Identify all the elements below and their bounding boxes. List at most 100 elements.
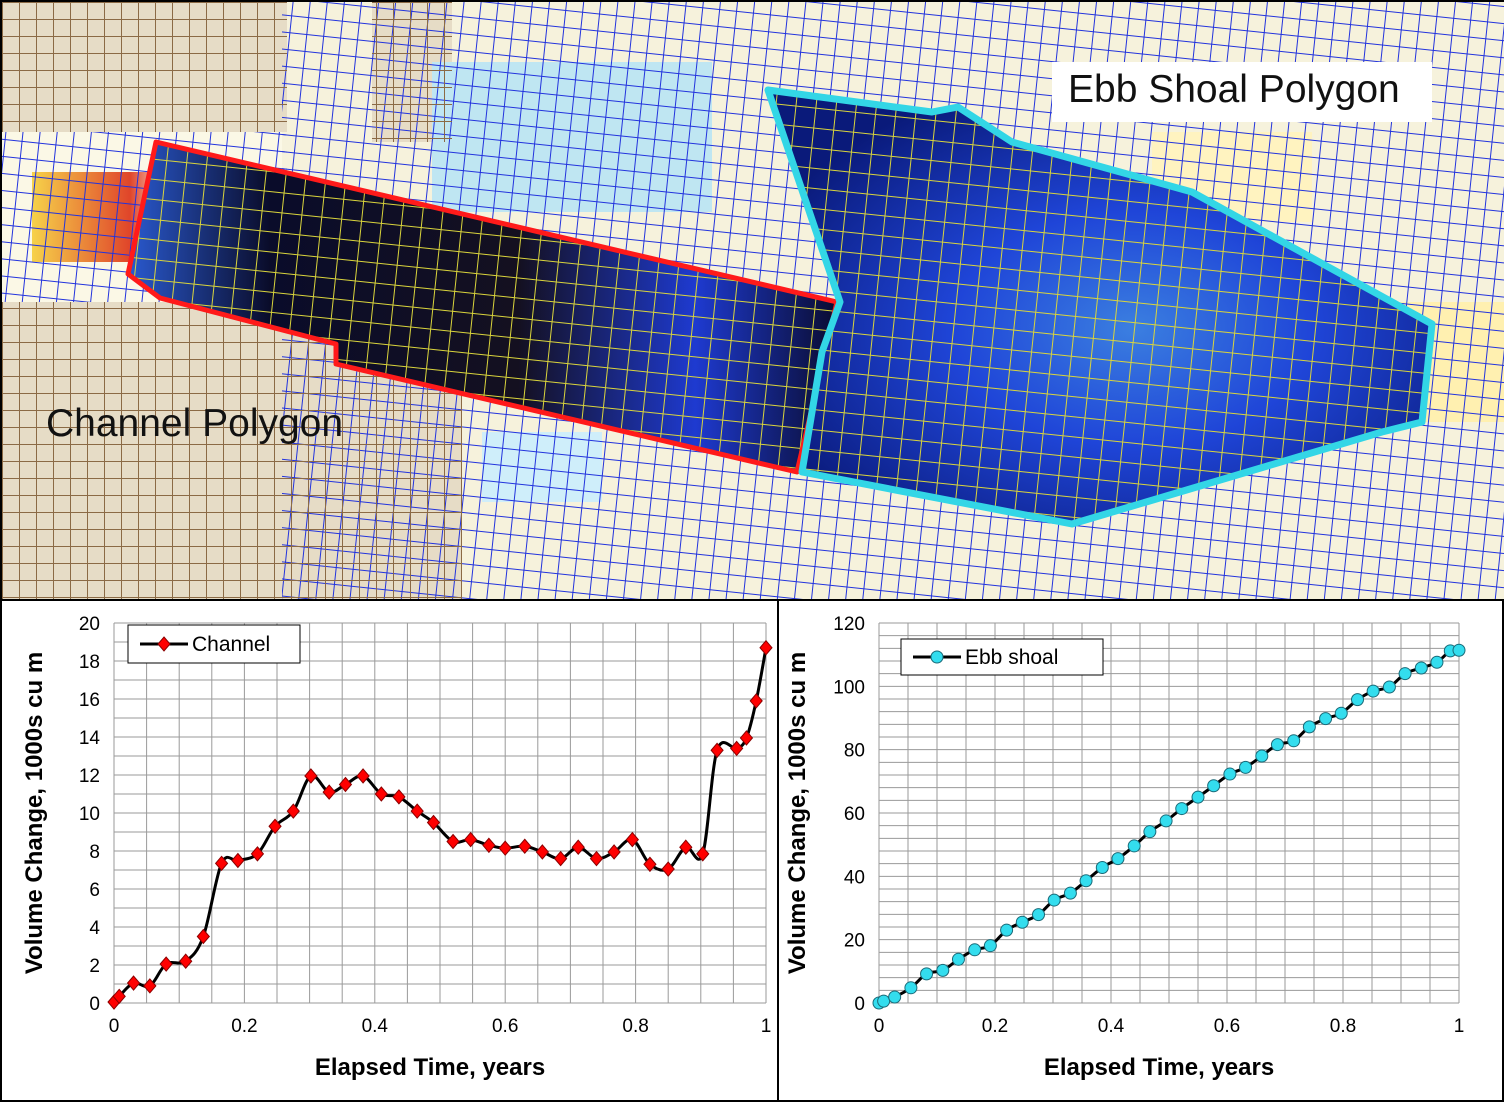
channel-data-point xyxy=(143,978,157,994)
channel-data-point xyxy=(231,852,245,869)
y-tick-label: 40 xyxy=(844,867,865,888)
ebb-shoal-data-point xyxy=(1191,790,1205,804)
x-tick-label: 0.6 xyxy=(1214,1016,1240,1037)
ebb-shoal-data-point xyxy=(1351,693,1364,707)
x-tick-label: 0.2 xyxy=(982,1016,1008,1037)
channel-data-point xyxy=(625,831,639,848)
y-tick-label: 12 xyxy=(79,766,100,787)
channel-chart-panel: 0 0.2 0.4 0.6 0.8 1 0 2 4 6 8 10 12 14 16 18 20 Elapsed T… xyxy=(0,599,779,1102)
ebb-shoal-data-point xyxy=(1175,802,1189,816)
y-axis-title: Volume Change, 1000s cu m xyxy=(21,652,48,974)
ebb-shoal-data-point xyxy=(1452,643,1466,657)
ebb-shoal-data-point xyxy=(1127,839,1141,853)
ebb-shoal-data-point xyxy=(1382,680,1396,694)
channel-data-point xyxy=(739,730,754,746)
ebb-shoal-data-point xyxy=(936,963,950,977)
channel-data-point xyxy=(710,742,724,759)
x-tick-label: 1 xyxy=(1454,1016,1465,1037)
ebb-shoal-legend-label: Ebb shoal xyxy=(965,646,1058,669)
channel-data-point xyxy=(749,693,763,709)
ebb-shoal-data-point xyxy=(968,943,982,957)
channel-data-point xyxy=(286,803,300,819)
y-tick-label: 16 xyxy=(79,690,100,711)
ebb-shoal-data-point xyxy=(1366,684,1380,698)
channel-data-point xyxy=(482,837,496,854)
x-tick-label: 0.4 xyxy=(362,1016,389,1037)
ebb-shoal-polygon-outline xyxy=(764,86,1436,528)
ebb-shoal-legend-marker xyxy=(930,650,944,664)
channel-data-point xyxy=(661,861,675,877)
channel-legend-box xyxy=(127,624,301,664)
plot-grid xyxy=(113,622,767,1004)
ebb-shoal-data-point xyxy=(904,981,918,995)
channel-data-point xyxy=(179,953,193,969)
ebb-shoal-data-point xyxy=(951,952,965,966)
ebb-shoal-data-point xyxy=(1063,886,1077,900)
channel-data-point xyxy=(426,814,441,831)
channel-data-point xyxy=(607,844,621,860)
ebb-shoal-data-point xyxy=(1143,825,1157,839)
ebb-shoal-data-point xyxy=(1414,661,1428,675)
channel-data-point xyxy=(126,975,141,991)
y-tick-label: 120 xyxy=(833,614,865,635)
ebb-shoal-data-point xyxy=(1000,923,1014,937)
ebb-shoal-data-point xyxy=(1334,706,1348,720)
ebb-shoal-data-point xyxy=(1032,908,1045,922)
ebb-shoal-data-point xyxy=(877,994,891,1008)
channel-data-point xyxy=(498,840,512,856)
ebb-shoal-data-point xyxy=(1398,667,1412,681)
ebb-shoal-data-point xyxy=(1223,767,1237,781)
ebb-shoal-data-point xyxy=(1430,655,1444,669)
y-tick-label: 80 xyxy=(844,741,865,762)
x-tick-label: 0.2 xyxy=(231,1016,257,1037)
ebb-shoal-data-point xyxy=(1207,779,1221,793)
y-tick-label: 4 xyxy=(89,918,100,939)
channel-data-point xyxy=(696,846,710,862)
x-tick-label: 0 xyxy=(109,1016,120,1037)
channel-data-point xyxy=(589,850,604,867)
ebb-shoal-data-point xyxy=(1079,874,1093,888)
ebb-shoal-data-point xyxy=(1319,712,1333,726)
y-tick-label: 2 xyxy=(89,956,100,977)
channel-legend-marker xyxy=(157,636,171,652)
y-tick-label: 100 xyxy=(833,677,865,698)
x-tick-label: 0.4 xyxy=(1098,1016,1125,1037)
channel-data-point xyxy=(159,956,173,972)
ebb-shoal-polygon-label: Ebb Shoal Polygon xyxy=(1052,62,1432,122)
channel-data-point xyxy=(392,789,406,805)
ebb-shoal-chart-panel: 0 0.2 0.4 0.6 0.8 1 0 20 40 60 80 100 120 Elapsed Tim… xyxy=(777,599,1504,1102)
ebb-shoal-polygon-grid xyxy=(768,90,1432,524)
ebb-shoal-data-point xyxy=(888,990,902,1004)
channel-data-point xyxy=(446,833,460,850)
ebb-shoal-data-point xyxy=(1015,915,1029,929)
y-tick-label: 14 xyxy=(79,728,101,749)
y-tick-label: 8 xyxy=(89,842,100,863)
y-tick-label: 10 xyxy=(79,804,100,825)
ebb-shoal-chart: 0 0.2 0.4 0.6 0.8 1 0 20 40 60 80 100 120 Elapsed Tim… xyxy=(784,614,1466,1081)
channel-data-point xyxy=(535,844,550,860)
channel-data-point xyxy=(214,855,229,872)
channel-data-point xyxy=(374,786,388,802)
channel-data-point xyxy=(730,740,744,757)
channel-data-point xyxy=(410,803,424,819)
ebb-shoal-data-point xyxy=(1111,852,1125,866)
channel-data-point xyxy=(463,831,478,848)
x-axis-title: Elapsed Time, years xyxy=(1044,1054,1274,1081)
x-tick-label: 0.8 xyxy=(622,1016,648,1037)
x-tick-label: 0.8 xyxy=(1330,1016,1356,1037)
channel-polygon-label: Channel Polygon xyxy=(46,402,344,445)
x-tick-label: 0 xyxy=(874,1016,885,1037)
ebb-shoal-data-point xyxy=(1270,738,1284,752)
channel-data-point xyxy=(304,768,318,784)
ebb-shoal-data-point xyxy=(1047,893,1061,907)
y-tick-label: 20 xyxy=(79,614,100,635)
ebb-shoal-data-point xyxy=(1095,860,1109,874)
ebb-shoal-data-point xyxy=(1239,760,1253,774)
x-axis-title: Elapsed Time, years xyxy=(315,1054,545,1081)
channel-data-point xyxy=(518,838,532,855)
channel-data-point xyxy=(322,784,336,800)
channel-data-point xyxy=(338,776,353,793)
y-tick-label: 20 xyxy=(844,931,865,952)
y-tick-label: 0 xyxy=(854,994,865,1015)
